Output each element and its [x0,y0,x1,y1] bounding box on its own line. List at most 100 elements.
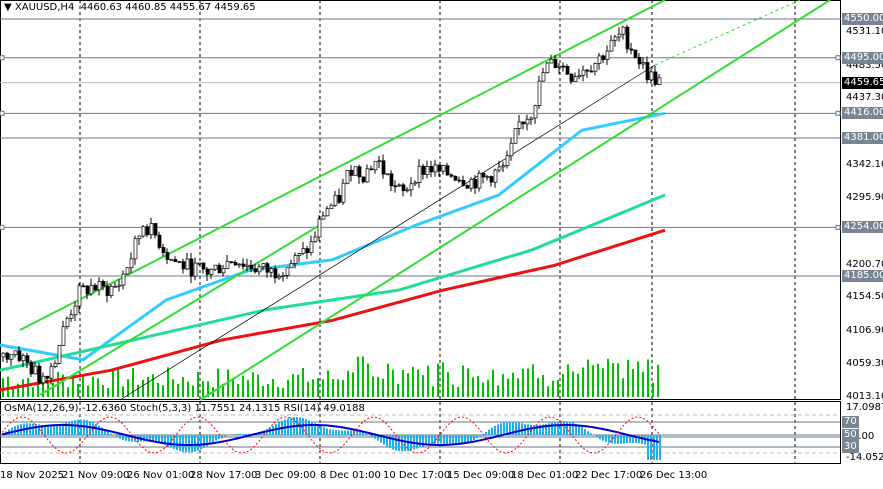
volume-bar [537,378,539,397]
volume-bar [567,364,569,397]
volume-bar [487,379,489,397]
candle-body [69,314,74,319]
volume-bar [72,378,74,397]
osma-bar [521,423,523,435]
candle-body [161,247,166,253]
candle-body [369,168,374,171]
candle-body [37,365,42,384]
osma-bar [500,423,502,435]
candle-body [213,264,218,270]
osma-bar [581,427,583,435]
candle-body [645,62,650,81]
candle-body [341,182,346,203]
candle-body [41,375,46,384]
volume-bar [562,374,564,397]
candle-body [609,39,614,52]
candle-body [297,253,302,256]
osma-bar [389,435,391,449]
candle-body [229,261,234,264]
candle-body [137,235,142,240]
level-handle [835,110,841,116]
osma-bar [605,435,607,442]
volume-bar [512,372,514,397]
candle-body [201,262,206,270]
volume-bar [182,376,184,397]
volume-bar [547,386,549,397]
candle-body [469,179,474,189]
osma-bar [146,435,148,442]
candle-body [589,70,594,73]
osma-bar [38,424,40,435]
osma-bar [599,435,601,440]
candle-body [545,62,550,74]
time-label: 18 Dec 01:00 [511,470,579,481]
candle-body [209,268,214,275]
candle-body [113,285,118,288]
level-handle [0,55,5,61]
indicator-zero: 0.00 [852,431,875,442]
level-handle [835,55,841,61]
osma-bar [200,435,202,450]
candle-body [249,264,254,270]
osma-bar [74,420,76,435]
candle-body [245,264,250,267]
candle-body [557,65,562,68]
osma-bar [305,419,307,435]
candle-body [625,26,630,50]
candle-body [101,281,106,287]
osma-bar [122,435,124,440]
indicator-max: 17.0987 [846,402,883,413]
osma-bar [452,435,454,445]
volume-bar [652,382,654,397]
volume-bar [497,385,499,397]
candle-body [61,326,66,346]
osma-bar [476,435,478,439]
osma-bar [371,435,373,437]
osma-bar [422,435,424,447]
volume-bar [587,359,589,397]
volume-bar [12,386,14,397]
osma-bar [608,435,610,443]
volume-bar [7,376,9,397]
time-label: 26 Dec 13:00 [640,470,708,481]
osma-bar [632,435,634,444]
osma-bar [431,435,433,445]
osma-bar [602,435,604,441]
osma-bar [437,435,439,444]
volume-bar [337,379,339,397]
candle-body [285,267,290,276]
candle-body [313,236,318,243]
osma-bar [512,421,514,435]
candle-body [145,226,150,236]
osma-bar [494,425,496,435]
osma-bar [32,423,34,435]
candle-body [277,276,282,279]
osma-bar [107,431,109,435]
volume-bar [352,372,354,397]
price-tick: 4531.10 [846,26,883,38]
volume-bar [597,363,599,397]
indicator-frame [0,401,841,464]
candle-body [265,263,270,273]
ohlc-readout: 4460.63 4460.85 4455.67 4459.65 [80,2,256,13]
stoch-signal-line [1,416,660,454]
osma-bar [170,435,172,448]
candle-body [221,268,226,274]
osma-bar [464,435,466,444]
candle-body [117,284,122,287]
volume-bar [312,379,314,397]
osma-bar [314,423,316,435]
volume-bar [627,359,629,397]
candle-body [157,234,162,248]
volume-bar [502,374,504,397]
candle-body [29,362,34,375]
osma-bar [119,435,121,439]
volume-bar [287,379,289,397]
osma-bar [113,435,115,436]
candle-body [529,117,534,120]
channel-mid-line [39,224,321,396]
volume-bar [22,379,24,397]
volume-bar [167,367,169,397]
candle-body [481,172,486,178]
